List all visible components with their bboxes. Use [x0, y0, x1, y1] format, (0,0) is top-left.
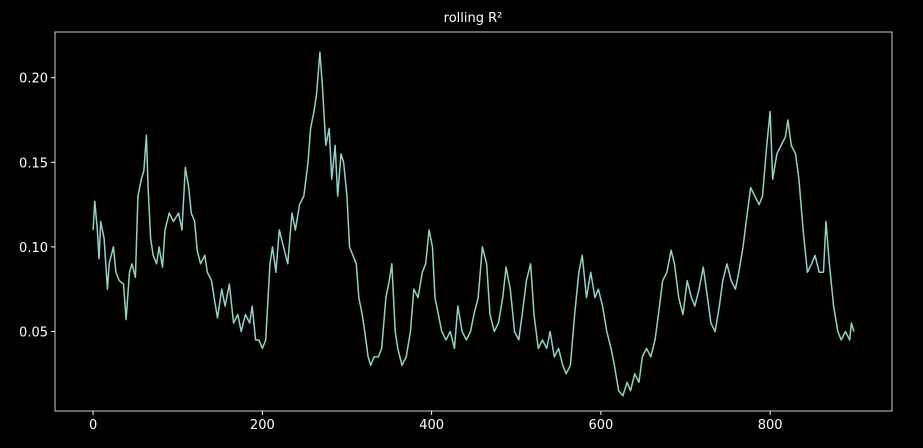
y-tick-label: 0.15 — [19, 156, 48, 171]
x-tick-label: 600 — [588, 418, 613, 433]
y-tick-label: 0.05 — [19, 325, 48, 340]
chart-title: rolling R² — [444, 11, 503, 26]
x-tick-label: 400 — [419, 418, 444, 433]
x-tick-label: 800 — [758, 418, 783, 433]
y-tick-label: 0.20 — [19, 72, 48, 87]
line — [92, 51, 855, 397]
x-tick-label: 200 — [250, 418, 275, 433]
y-tick-label: 0.10 — [19, 241, 48, 256]
plot-frame — [54, 31, 893, 412]
x-tick-label: 0 — [89, 418, 97, 433]
